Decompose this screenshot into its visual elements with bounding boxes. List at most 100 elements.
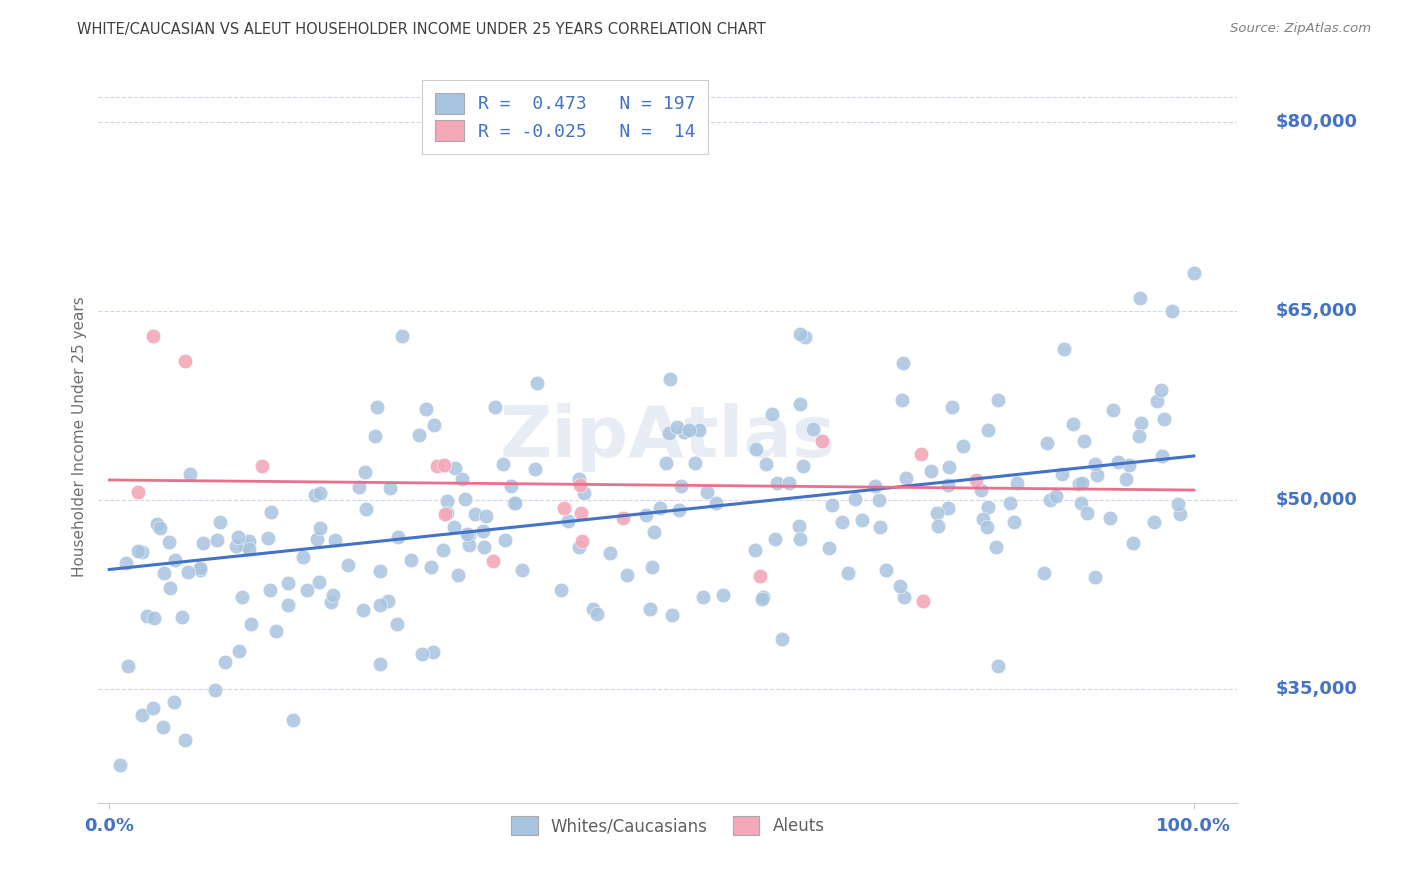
- Point: [368, 598, 391, 612]
- Point: [553, 501, 575, 516]
- Point: [309, 521, 332, 535]
- Point: [179, 467, 201, 481]
- Point: [238, 533, 260, 548]
- Point: [283, 713, 305, 727]
- Point: [115, 557, 138, 571]
- Point: [377, 594, 399, 608]
- Point: [127, 544, 149, 558]
- Point: [572, 486, 595, 500]
- Point: [157, 534, 180, 549]
- Point: [354, 502, 377, 516]
- Point: [1050, 467, 1073, 481]
- Point: [1168, 508, 1191, 522]
- Text: $65,000: $65,000: [1277, 302, 1358, 320]
- Point: [1036, 436, 1059, 450]
- Point: [450, 472, 472, 486]
- Point: [526, 376, 548, 391]
- Point: [142, 611, 165, 625]
- Point: [749, 569, 772, 583]
- Point: [411, 647, 433, 661]
- Point: [149, 521, 172, 535]
- Point: [471, 524, 494, 538]
- Point: [174, 354, 197, 368]
- Point: [492, 457, 515, 471]
- Point: [177, 565, 200, 579]
- Point: [502, 496, 524, 510]
- Point: [250, 459, 273, 474]
- Point: [152, 720, 174, 734]
- Point: [226, 530, 249, 544]
- Point: [524, 462, 547, 476]
- Point: [925, 506, 948, 520]
- Text: Source: ZipAtlas.com: Source: ZipAtlas.com: [1230, 22, 1371, 36]
- Point: [970, 483, 993, 497]
- Point: [259, 583, 281, 598]
- Point: [643, 524, 665, 539]
- Point: [863, 479, 886, 493]
- Point: [352, 603, 374, 617]
- Point: [1084, 569, 1107, 583]
- Point: [744, 542, 766, 557]
- Point: [1122, 536, 1144, 550]
- Point: [368, 564, 391, 578]
- Point: [131, 545, 153, 559]
- Point: [319, 595, 342, 609]
- Point: [308, 575, 330, 590]
- Point: [204, 683, 226, 698]
- Point: [1167, 497, 1189, 511]
- Point: [408, 427, 430, 442]
- Point: [920, 464, 942, 478]
- Point: [458, 538, 481, 552]
- Point: [568, 540, 591, 554]
- Point: [364, 429, 387, 443]
- Point: [423, 418, 446, 433]
- Point: [1182, 266, 1205, 280]
- Point: [766, 476, 789, 491]
- Point: [789, 397, 811, 411]
- Point: [297, 582, 319, 597]
- Point: [1153, 412, 1175, 426]
- Point: [209, 516, 232, 530]
- Point: [292, 549, 315, 564]
- Point: [494, 533, 516, 548]
- Point: [159, 581, 181, 595]
- Point: [1118, 458, 1140, 472]
- Point: [704, 496, 727, 510]
- Point: [1071, 475, 1094, 490]
- Point: [1098, 510, 1121, 524]
- Point: [696, 484, 718, 499]
- Point: [952, 439, 974, 453]
- Point: [789, 327, 811, 342]
- Y-axis label: Householder Income Under 25 years: Householder Income Under 25 years: [72, 297, 87, 577]
- Point: [188, 564, 211, 578]
- Point: [510, 563, 533, 577]
- Point: [752, 590, 775, 604]
- Point: [987, 659, 1010, 673]
- Point: [891, 392, 914, 407]
- Point: [599, 546, 621, 560]
- Point: [426, 458, 449, 473]
- Point: [214, 656, 236, 670]
- Point: [869, 520, 891, 534]
- Point: [557, 514, 579, 528]
- Point: [146, 517, 169, 532]
- Point: [436, 493, 458, 508]
- Point: [1150, 449, 1173, 463]
- Point: [205, 533, 228, 547]
- Point: [634, 508, 657, 523]
- Point: [401, 553, 423, 567]
- Point: [936, 500, 959, 515]
- Point: [142, 329, 165, 343]
- Point: [304, 488, 326, 502]
- Point: [433, 458, 456, 473]
- Point: [484, 400, 506, 414]
- Point: [793, 330, 815, 344]
- Point: [778, 475, 800, 490]
- Point: [256, 531, 278, 545]
- Point: [277, 599, 299, 613]
- Point: [586, 607, 609, 621]
- Point: [415, 401, 437, 416]
- Point: [1062, 417, 1084, 432]
- Point: [938, 460, 960, 475]
- Point: [472, 540, 495, 554]
